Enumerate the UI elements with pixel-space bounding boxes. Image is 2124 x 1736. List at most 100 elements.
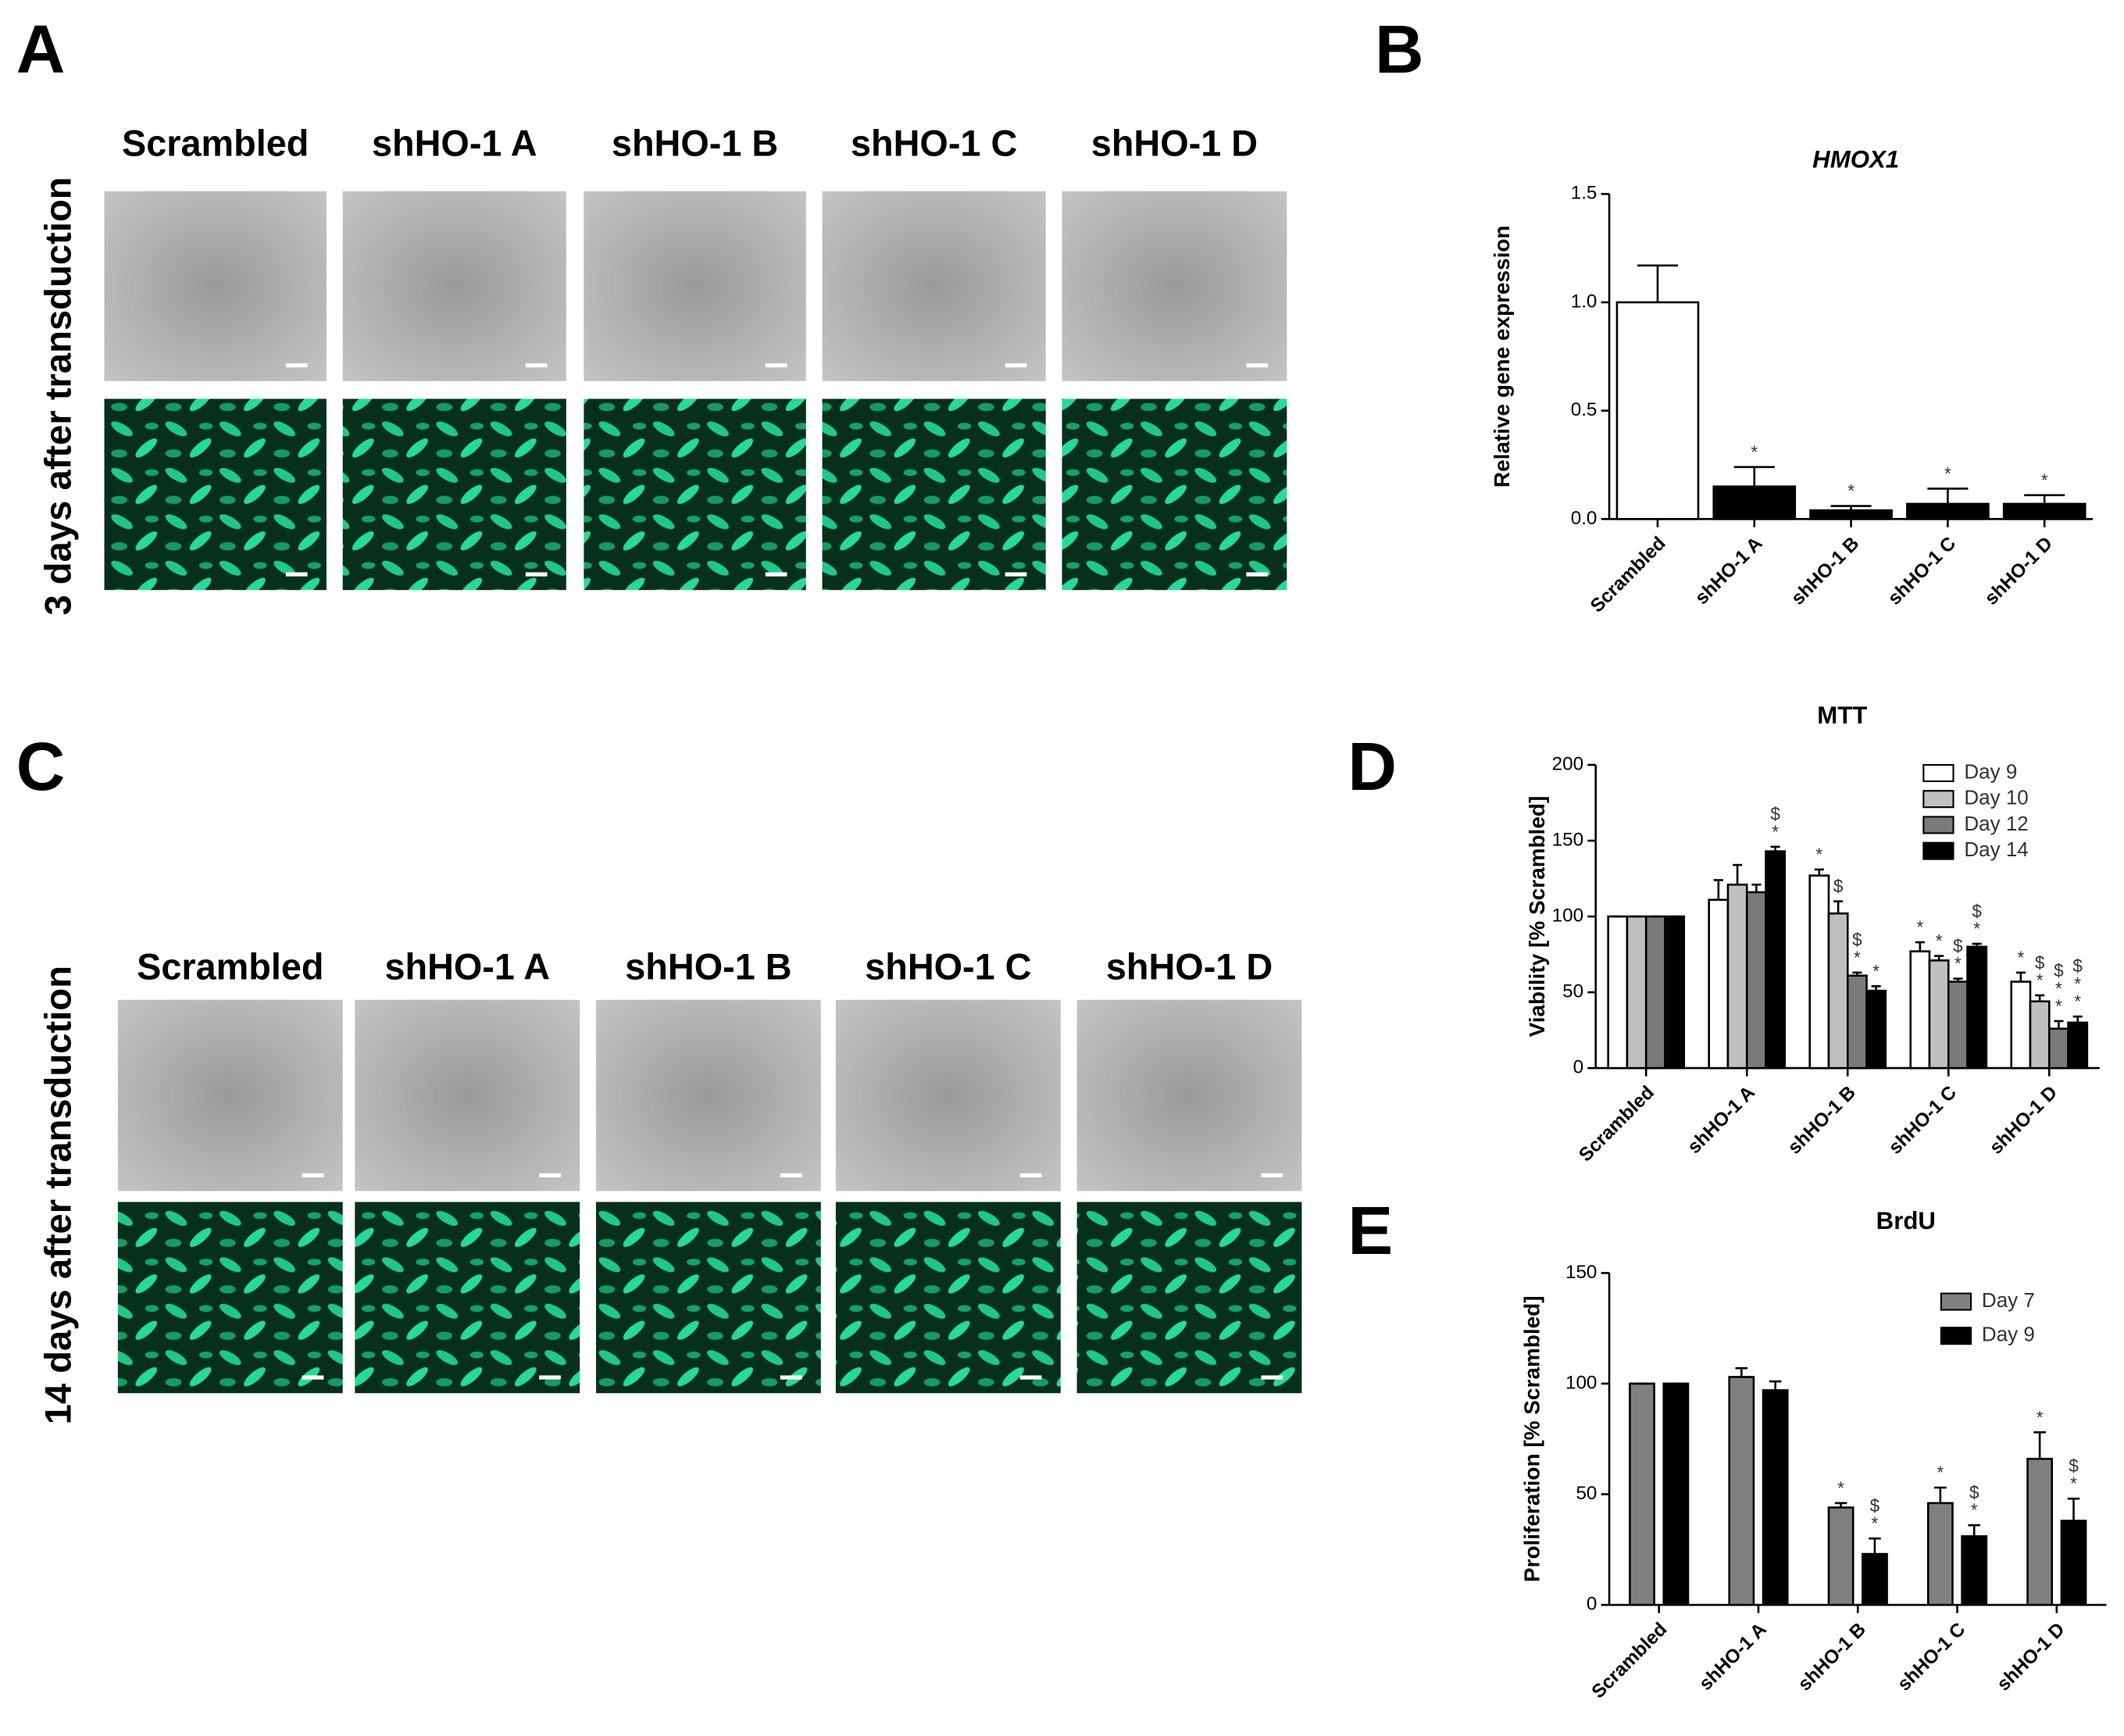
y-tick-label: 100 (1552, 905, 1583, 926)
panel-letter: A (16, 12, 66, 88)
bar (1712, 485, 1797, 520)
significance-mark: $ (1833, 877, 1844, 896)
y-tick-label: 100 (1565, 1372, 1597, 1393)
side-label: 14 days after transduction (37, 966, 79, 1424)
significance-mark: * (1837, 1478, 1844, 1498)
scale-bar (285, 363, 308, 368)
scale-bar (765, 572, 787, 577)
significance-mark: * (1872, 962, 1879, 981)
bar (1966, 945, 1988, 1070)
chart-title: HMOX1 (1812, 145, 1899, 173)
x-tick-label: shHO-1 C (1884, 533, 1960, 609)
bar (2029, 1000, 2051, 1070)
y-tick-label: 0 (1587, 1594, 1597, 1615)
bar (1644, 915, 1666, 1070)
bar (2060, 1520, 2087, 1606)
panel-letter: D (1348, 729, 1397, 805)
legend-label: Day 7 (1982, 1288, 2035, 1312)
bar (1708, 898, 1730, 1070)
significance-mark: $ (1852, 931, 1862, 950)
legend-swatch (1922, 841, 1954, 860)
significance-mark: * (2017, 948, 2024, 967)
x-tick-label: Scrambled (1575, 1082, 1658, 1166)
bar (1762, 1389, 1789, 1606)
significance-mark: * (2074, 974, 2081, 994)
bar (1662, 1382, 1690, 1606)
x-tick-label: shHO-1 B (1784, 1082, 1860, 1159)
significance-mark: * (1916, 917, 1923, 937)
scale-bar (539, 1375, 561, 1380)
significance-mark: $ (1770, 805, 1780, 824)
bar (1808, 874, 1830, 1070)
scale-bar (539, 1173, 561, 1177)
x-tick-label: shHO-1 B (1787, 533, 1863, 609)
y-tick-label: 1.5 (1571, 183, 1597, 204)
fluorescence-image (1076, 1202, 1302, 1394)
significance-mark: * (1973, 919, 1980, 938)
condition-label: shHO-1 D (1106, 946, 1273, 988)
significance-mark: * (2055, 979, 2062, 998)
significance-mark: $ (2069, 1456, 2079, 1476)
y-tick-label: 0.5 (1571, 399, 1597, 420)
phase-image (117, 999, 343, 1191)
fluorescence-image (1062, 398, 1287, 591)
bar (1862, 1552, 1888, 1606)
scale-bar (525, 363, 548, 368)
bar (1765, 850, 1787, 1070)
significance-mark: * (1872, 1514, 1879, 1534)
side-label: 3 days after transduction (37, 177, 79, 615)
significance-mark: * (1815, 845, 1822, 864)
significance-mark: * (2074, 992, 2081, 1012)
y-tick-label: 0.0 (1571, 508, 1597, 529)
bar (2002, 502, 2087, 520)
legend-swatch (1940, 1292, 1972, 1311)
y-axis-label: Viability [% Scrambled] (1525, 796, 1549, 1038)
x-tick-label: Scrambled (1588, 1619, 1672, 1703)
significance-mark: $ (1953, 936, 1963, 956)
scale-bar (302, 1173, 324, 1177)
fluorescence-image (595, 1202, 821, 1394)
significance-mark: $ (2054, 961, 2064, 981)
scale-bar (1246, 363, 1269, 368)
bar (1726, 883, 1748, 1070)
significance-mark: * (2055, 996, 2062, 1016)
significance-mark: * (2041, 470, 2048, 490)
scale-bar (1005, 572, 1027, 577)
x-tick-label: shHO-1 C (1885, 1082, 1961, 1159)
fluorescence-image (117, 1202, 343, 1394)
condition-label: shHO-1 A (372, 122, 537, 163)
legend-swatch (1922, 816, 1954, 834)
condition-label: Scrambled (137, 946, 323, 988)
phase-image (1062, 191, 1287, 381)
scale-bar (780, 1173, 802, 1177)
bar (2010, 981, 2032, 1070)
x-tick-label: shHO-1 C (1894, 1619, 1969, 1695)
chart-title: MTT (1817, 702, 1867, 729)
fluorescence-image (342, 398, 566, 591)
x-tick-label: shHO-1 D (1981, 533, 2057, 609)
significance-mark: * (1936, 931, 1943, 951)
significance-mark: * (1944, 464, 1951, 484)
bar (2067, 1021, 2089, 1070)
phase-image (355, 999, 580, 1191)
bar (2026, 1457, 2054, 1606)
significance-mark: * (1772, 822, 1779, 841)
bar (1664, 915, 1686, 1070)
scale-bar (1019, 1375, 1042, 1380)
x-tick-label: shHO-1 D (1993, 1619, 2069, 1695)
fluorescence-image (355, 1202, 580, 1394)
phase-image (822, 191, 1046, 381)
y-axis-label: Relative gene expression (1490, 225, 1514, 488)
bar (2047, 1027, 2069, 1070)
y-tick-label: 200 (1552, 753, 1583, 774)
significance-mark: * (1937, 1463, 1944, 1483)
condition-label: shHO-1 B (625, 946, 791, 988)
legend-swatch (1922, 763, 1954, 783)
panel-letter: E (1348, 1193, 1393, 1269)
panel-letter: C (16, 729, 66, 805)
legend-label: Day 14 (1964, 838, 2028, 861)
legend-swatch (1922, 790, 1954, 809)
condition-label: Scrambled (122, 122, 309, 163)
